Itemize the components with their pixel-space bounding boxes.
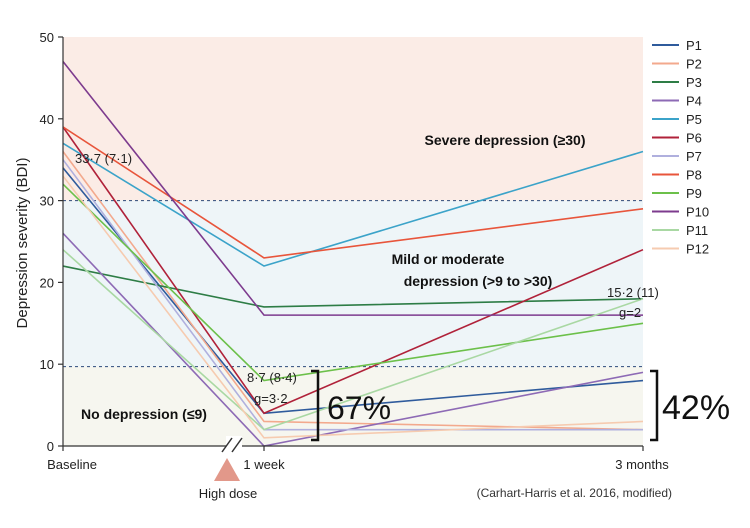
month-mean-label: 15·2 (11) [607,285,659,300]
legend-label-p3: P3 [686,75,702,90]
y-tick-label: 20 [40,275,54,290]
zone-label-none: No depression (≤9) [81,406,207,422]
y-tick-label: 0 [47,439,54,454]
axes [58,36,644,451]
legend-label-p4: P4 [686,94,702,109]
series-line-p10 [62,61,643,316]
zone-label-severe: Severe depression (≥30) [425,132,586,148]
x-tick-baseline: Baseline [47,457,97,472]
x-tick-1week: 1 week [243,457,285,472]
series-line-p8 [62,126,644,259]
legend: P1 P2 P3 P4 P5 P6 P7 P8 P9 P10 P11 P12 [652,38,709,257]
legend-label-p12: P12 [686,242,709,257]
series-line-p12 [62,175,644,439]
bracket-3months [650,369,659,442]
legend-label-p6: P6 [686,131,702,146]
y-axis-title: Depression severity (BDI) [14,158,31,329]
legend-label-p5: P5 [686,112,702,127]
legend-label-p7: P7 [686,149,702,164]
week-mean-label: 8·7 (8·4) [247,370,297,385]
series-line-p6 [62,126,644,415]
series-line-p11 [62,249,644,431]
dose-label: High dose [199,486,258,501]
week-percent-label: 67% [327,390,391,426]
x-tick-3months: 3 months [615,457,669,472]
series-line-p5 [62,142,644,267]
zone-severe [63,37,643,201]
legend-label-p8: P8 [686,168,702,183]
month-g-label: g=2 [619,305,641,320]
zone-label-mild-line1: Mild or moderate [392,251,505,267]
legend-label-p1: P1 [686,38,702,53]
y-ticks: 0 10 20 30 40 50 [40,30,54,454]
y-tick-label: 30 [40,194,54,209]
legend-label-p10: P10 [686,205,709,220]
baseline-mean-label: 33·7 (7·1) [75,151,132,166]
axis-break [221,436,243,453]
dose-marker-triangle [214,458,240,481]
month-percent-label: 42% [662,389,730,427]
zone-label-mild-line2: depression (>9 to >30) [404,273,553,289]
source-note: (Carhart-Harris et al. 2016, modified) [477,486,672,500]
series-line-p3 [62,265,644,308]
legend-label-p2: P2 [686,57,702,72]
week-g-label: g=3·2 [254,391,288,406]
y-tick-label: 10 [40,357,54,372]
y-tick-label: 50 [40,30,54,45]
series-group [62,61,644,447]
legend-label-p11: P11 [686,223,708,238]
zone-mild [63,200,643,367]
bracket-1week [311,369,320,442]
legend-label-p9: P9 [686,186,702,201]
y-tick-label: 40 [40,112,54,127]
